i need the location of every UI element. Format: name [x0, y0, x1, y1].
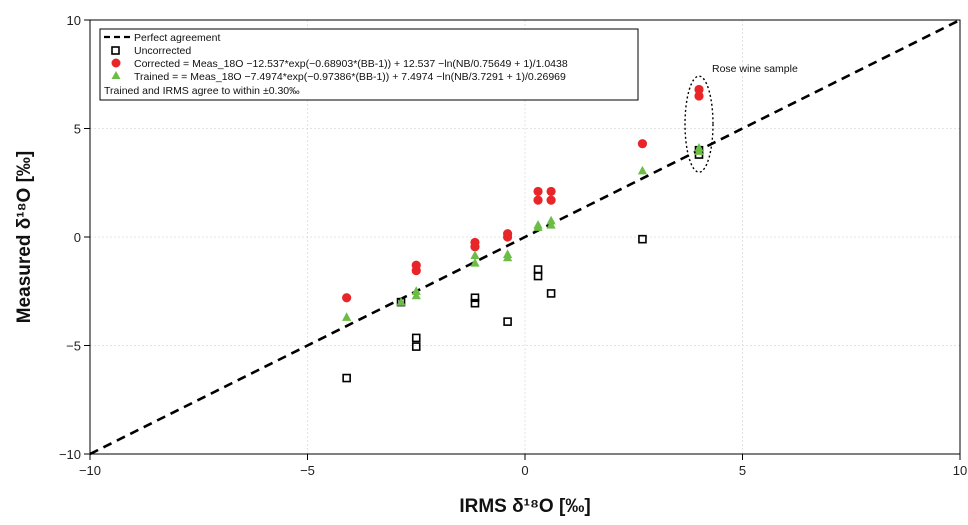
trained-point [637, 165, 648, 175]
y-tick-label: 5 [74, 122, 81, 137]
trained-point [342, 312, 352, 321]
corrected-point [342, 293, 352, 303]
x-axis-title: IRMS δ¹⁸O [‰] [459, 496, 590, 517]
uncorrected-point [503, 317, 512, 326]
corrected-point [546, 195, 556, 205]
uncorrected-point [411, 333, 421, 343]
legend-marker-corrected [111, 58, 121, 68]
trained-point [546, 220, 556, 229]
corrected-point [546, 186, 556, 197]
corrected-point [503, 232, 513, 242]
x-tick-label: 10 [953, 463, 967, 478]
corrected-point [411, 266, 421, 276]
trained-point [396, 297, 406, 306]
legend-label-trained: Trained = = Meas_18O −7.4974*exp(−0.9738… [134, 71, 566, 83]
legend-label-perfect-agreement: Perfect agreement [134, 32, 220, 44]
x-tick-label: −5 [300, 463, 315, 478]
trained-point [546, 215, 556, 225]
axis-ticks: −10 −5 0 5 10 −10 −5 0 5 10 [59, 13, 967, 478]
legend: Perfect agreement Uncorrected Corrected … [99, 28, 639, 101]
uncorrected-point [546, 289, 556, 298]
trained-point [411, 290, 421, 300]
trained-point [411, 286, 421, 295]
legend-label-uncorrected: Uncorrected [134, 45, 191, 57]
uncorrected-point [533, 271, 543, 281]
rose-wine-label: Rose wine sample [712, 63, 798, 75]
trained-point [533, 222, 543, 231]
trained-point [694, 146, 704, 155]
y-tick-label: −5 [66, 339, 81, 354]
perfect-agreement-line [89, 18, 961, 456]
y-tick-label: 0 [74, 230, 81, 245]
rose-wine-ellipse [684, 75, 714, 173]
uncorrected-point [470, 298, 480, 308]
y-axis-title: Measured δ¹⁸O [‰] [14, 151, 35, 324]
corrected-point [533, 186, 543, 197]
uncorrected-point [411, 342, 421, 351]
data-marks [342, 84, 704, 383]
uncorrected-point [342, 373, 351, 383]
legend-box [99, 28, 639, 101]
trained-point [470, 250, 480, 260]
corrected-point [694, 91, 704, 101]
trained-point [503, 252, 513, 262]
uncorrected-point [470, 293, 480, 303]
trained-point [470, 258, 480, 267]
corrected-point [637, 139, 648, 149]
corrected-point [470, 242, 480, 252]
x-tick-label: 0 [521, 463, 528, 478]
legend-marker-uncorrected [111, 46, 120, 55]
corrected-point [694, 84, 704, 95]
legend-label-corrected: Corrected = Meas_18O −12.537*exp(−0.6890… [134, 58, 568, 70]
legend-note-agreement: Trained and IRMS agree to within ±0.30‰ [104, 85, 300, 97]
x-tick-label: −10 [79, 463, 101, 478]
corrected-point [533, 195, 543, 205]
x-tick-label: 5 [739, 463, 746, 478]
legend-marker-trained [111, 71, 121, 79]
rose-wine-annotation: Rose wine sample [684, 63, 798, 173]
y-tick-label: 10 [67, 13, 81, 28]
y-tick-label: −10 [59, 447, 81, 462]
uncorrected-point [638, 234, 647, 244]
